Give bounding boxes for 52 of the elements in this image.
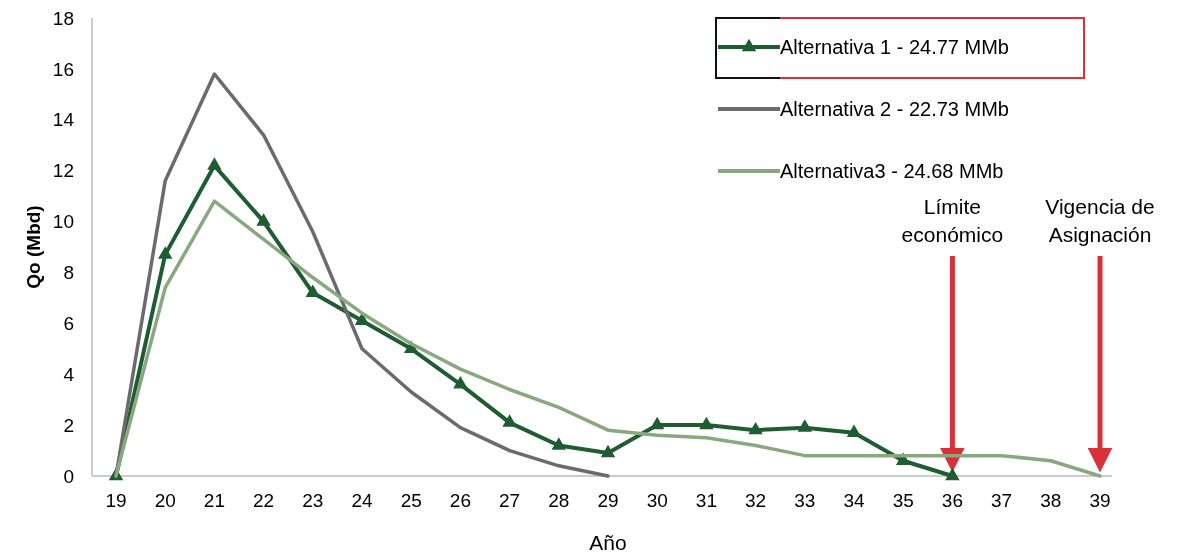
legend-label: Alternativa 2 - 22.73 MMb [780,98,1009,120]
x-tick-label: 21 [203,490,225,511]
y-tick-label: 12 [52,160,74,182]
x-tick-label: 27 [499,490,521,511]
y-tick-label: 6 [63,312,74,334]
point [748,421,763,435]
legend-label: Alternativa 1 - 24.77 MMb [780,36,1009,58]
point [551,437,567,450]
y-axis-title: Qo (Mbd) [23,205,44,289]
y-tick-label: 8 [63,262,74,284]
legend-label: Alternativa3 - 24.68 MMb [780,160,1004,182]
x-axis-title: Año [589,531,627,554]
y-tick-label: 4 [63,363,75,385]
x-tick-label: 36 [941,490,963,511]
x-tick-label: 39 [1089,490,1111,511]
x-tick-label: 24 [351,490,373,511]
x-tick-label: 38 [1040,490,1062,511]
y-tick-label: 2 [63,414,74,436]
point [256,213,271,226]
ref-line-label: Vigencia de Asignación [1045,195,1155,246]
x-tick-label: 30 [646,490,668,511]
point [600,444,616,458]
x-tick-label: 28 [548,490,570,511]
point [699,416,714,430]
point [797,419,813,432]
y-tick-label: 10 [52,211,74,233]
x-tick-label: 26 [449,490,471,511]
x-tick-label: 22 [253,490,275,511]
point [354,312,370,325]
point [846,424,862,437]
x-tick-label: 25 [400,490,422,511]
x-tick-label: 19 [105,490,127,511]
point [945,467,960,481]
x-tick-label: 34 [843,490,865,511]
x-tick-label: 29 [597,490,619,511]
y-tick-label: 18 [52,7,74,29]
x-tick-label: 32 [745,490,767,511]
y-tick-label: 0 [63,465,74,487]
y-tick-label: 14 [52,109,75,131]
point [502,414,517,427]
point [453,376,468,389]
x-tick-label: 35 [892,490,914,511]
point [157,246,173,259]
x-tick-label: 31 [695,490,717,511]
x-tick-label: 37 [991,490,1013,511]
point [207,157,222,170]
ref-line-label: Límite económico [901,195,1004,246]
x-tick-label: 33 [794,490,816,511]
x-tick-label: 23 [302,490,324,511]
x-tick-label: 20 [154,490,176,511]
y-tick-label: 16 [52,58,74,80]
point [305,284,321,297]
